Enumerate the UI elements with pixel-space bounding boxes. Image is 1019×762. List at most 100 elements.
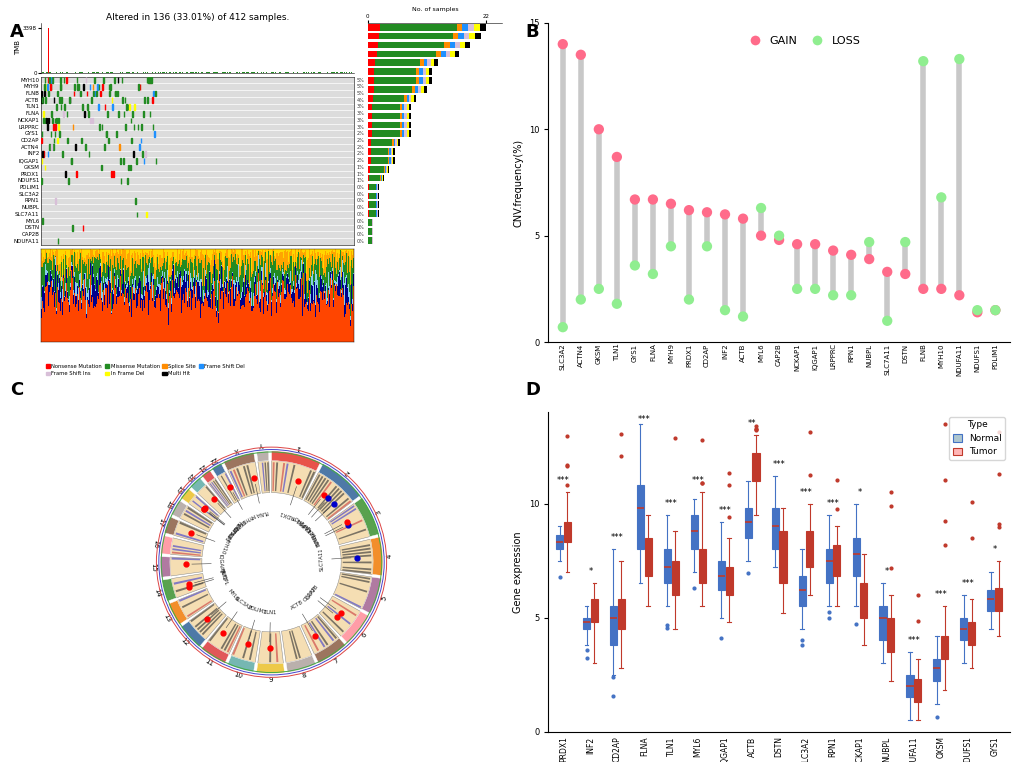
Wedge shape xyxy=(342,567,371,571)
Wedge shape xyxy=(211,482,229,505)
Text: SLC7A11: SLC7A11 xyxy=(318,548,325,572)
Bar xyxy=(390,157,391,164)
Wedge shape xyxy=(327,606,351,625)
Bar xyxy=(390,148,391,155)
Wedge shape xyxy=(341,544,370,551)
Text: ***: *** xyxy=(772,460,785,469)
Point xyxy=(626,259,642,271)
Text: Y: Y xyxy=(260,441,264,448)
Wedge shape xyxy=(227,462,260,499)
Bar xyxy=(378,42,444,48)
Bar xyxy=(369,201,376,208)
Point xyxy=(554,38,571,50)
Point xyxy=(824,245,841,257)
PathPatch shape xyxy=(771,508,777,549)
Wedge shape xyxy=(314,638,345,663)
Bar xyxy=(409,122,411,128)
Point xyxy=(644,194,660,206)
Bar xyxy=(416,77,419,84)
Point xyxy=(932,283,949,295)
Bar xyxy=(440,50,445,57)
Point xyxy=(626,194,642,206)
Wedge shape xyxy=(301,472,315,498)
Point xyxy=(572,293,588,306)
Legend: GAIN, LOSS: GAIN, LOSS xyxy=(739,31,864,50)
Text: 0%: 0% xyxy=(356,185,364,190)
Bar xyxy=(386,166,387,172)
PathPatch shape xyxy=(941,636,948,658)
Bar xyxy=(420,59,423,66)
Point xyxy=(716,304,733,316)
Wedge shape xyxy=(224,473,238,499)
Wedge shape xyxy=(321,490,342,512)
Text: PDLIM1: PDLIM1 xyxy=(248,605,267,616)
Point xyxy=(770,229,787,242)
Text: MYH10: MYH10 xyxy=(219,536,229,554)
Point xyxy=(968,304,984,316)
Wedge shape xyxy=(170,557,203,576)
Point xyxy=(914,55,930,67)
Bar xyxy=(462,24,468,30)
Wedge shape xyxy=(309,623,325,648)
Wedge shape xyxy=(177,588,214,619)
Point xyxy=(608,298,625,310)
Bar xyxy=(426,77,429,84)
Wedge shape xyxy=(282,463,288,492)
Wedge shape xyxy=(197,485,226,514)
Text: CAP2B: CAP2B xyxy=(305,584,319,600)
Bar xyxy=(452,33,458,40)
Wedge shape xyxy=(202,613,222,636)
Wedge shape xyxy=(172,552,201,556)
Bar xyxy=(480,24,486,30)
Wedge shape xyxy=(301,614,338,655)
Wedge shape xyxy=(258,631,283,664)
Point xyxy=(968,306,984,319)
Bar xyxy=(368,77,374,84)
PathPatch shape xyxy=(690,515,697,549)
Text: 3: 3 xyxy=(374,509,382,516)
Wedge shape xyxy=(175,582,204,592)
Wedge shape xyxy=(231,626,260,662)
Bar xyxy=(409,113,411,120)
Bar xyxy=(393,157,394,164)
Text: 2%: 2% xyxy=(356,131,364,136)
Wedge shape xyxy=(342,551,371,555)
Point xyxy=(590,283,606,295)
PathPatch shape xyxy=(698,549,705,584)
Bar xyxy=(368,33,379,40)
Wedge shape xyxy=(249,632,257,660)
Wedge shape xyxy=(220,475,235,501)
Legend: Normal, Tumor: Normal, Tumor xyxy=(948,417,1005,460)
Text: ***: *** xyxy=(556,476,570,485)
Wedge shape xyxy=(340,611,369,643)
Text: *: * xyxy=(991,545,996,554)
Text: DSTN: DSTN xyxy=(230,518,245,532)
Bar xyxy=(464,33,469,40)
Bar xyxy=(372,113,399,120)
Point xyxy=(554,321,571,333)
Y-axis label: CNV.frequency(%): CNV.frequency(%) xyxy=(513,139,523,226)
PathPatch shape xyxy=(725,568,732,594)
Wedge shape xyxy=(307,475,323,501)
PathPatch shape xyxy=(717,561,725,590)
Wedge shape xyxy=(317,616,336,639)
Text: 4%: 4% xyxy=(356,98,364,103)
Text: 14: 14 xyxy=(153,588,161,597)
Bar xyxy=(368,157,370,164)
Wedge shape xyxy=(319,488,339,511)
Bar xyxy=(424,86,427,93)
Bar xyxy=(409,95,411,101)
Point xyxy=(698,207,714,219)
Wedge shape xyxy=(202,470,215,483)
Bar xyxy=(368,59,374,66)
PathPatch shape xyxy=(618,599,625,629)
Text: 22: 22 xyxy=(208,455,218,465)
Wedge shape xyxy=(160,556,171,578)
Bar xyxy=(370,157,387,164)
Text: INF2: INF2 xyxy=(219,569,226,581)
Text: 18: 18 xyxy=(164,498,173,509)
Wedge shape xyxy=(168,600,187,625)
Bar xyxy=(404,95,407,101)
Point xyxy=(842,248,858,261)
Wedge shape xyxy=(220,623,236,649)
